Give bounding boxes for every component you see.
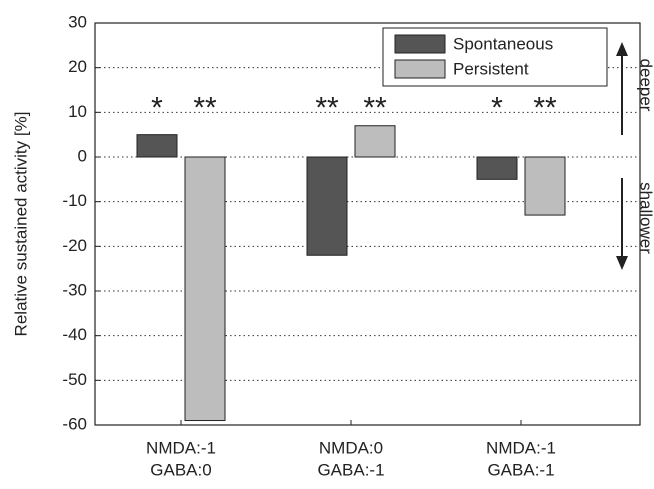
significance-label: * (491, 91, 503, 124)
significance-label: ** (193, 91, 217, 124)
x-tick-label: NMDA:-1 (146, 438, 216, 457)
bar (354, 125, 396, 158)
annotation: shallower (637, 182, 654, 254)
y-tick-label: -20 (62, 236, 87, 255)
arrow-head (616, 256, 628, 270)
legend-label: Persistent (453, 59, 529, 78)
bar (184, 156, 226, 422)
legend-swatch (394, 34, 446, 54)
y-tick-label: -10 (62, 191, 87, 210)
y-tick-label: 10 (68, 102, 87, 121)
bar (524, 156, 566, 216)
plot-frame (94, 22, 641, 426)
significance-label: ** (533, 91, 557, 124)
y-tick-label: 20 (68, 57, 87, 76)
legend-label: Spontaneous (453, 34, 553, 53)
x-tick-label: GABA:0 (150, 460, 211, 479)
y-tick-label: -30 (62, 280, 87, 299)
annotation: deeper (637, 59, 654, 112)
bar (306, 156, 348, 256)
y-tick-label: 30 (68, 12, 87, 31)
significance-label: ** (315, 91, 339, 124)
y-tick-label: -40 (62, 325, 87, 344)
significance-label: * (151, 91, 163, 124)
bar (136, 134, 178, 158)
x-tick-label: NMDA:0 (319, 438, 383, 457)
x-tick-label: GABA:-1 (487, 460, 554, 479)
arrow-head (616, 42, 628, 56)
y-tick-label: 0 (78, 146, 87, 165)
y-tick-label: -60 (62, 414, 87, 433)
significance-label: ** (363, 91, 387, 124)
y-axis-label: Relative sustained activity [%] (11, 112, 30, 337)
y-tick-label: -50 (62, 370, 87, 389)
x-tick-label: NMDA:-1 (486, 438, 556, 457)
bar (476, 156, 518, 180)
x-tick-label: GABA:-1 (317, 460, 384, 479)
legend-swatch (394, 59, 446, 79)
